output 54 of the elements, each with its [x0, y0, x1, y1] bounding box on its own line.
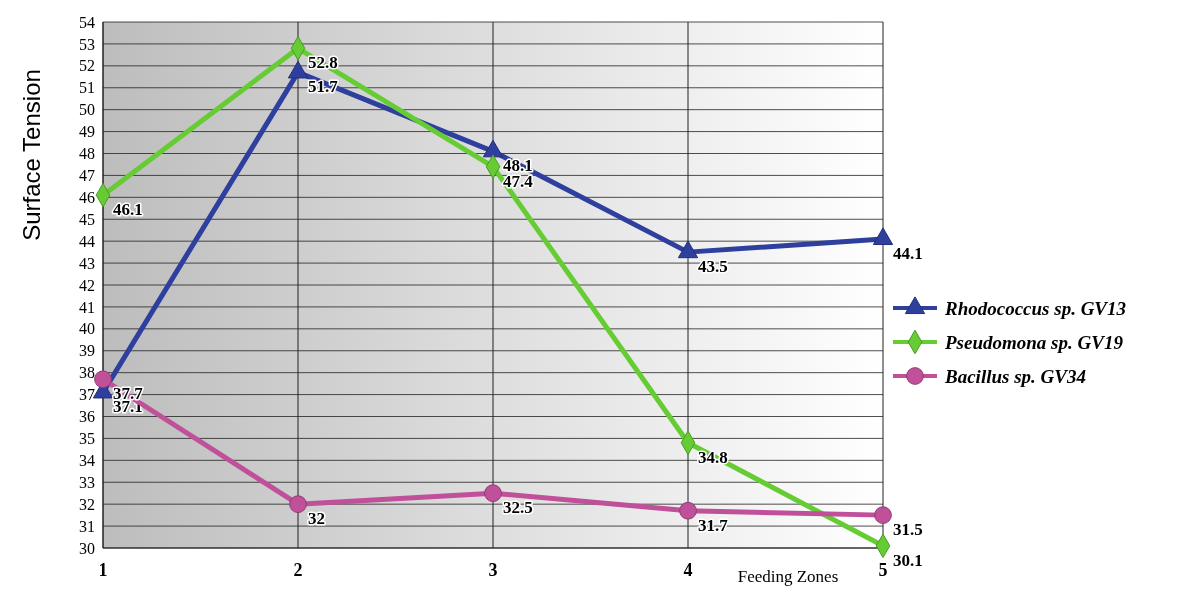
data-label: 31.7 — [698, 515, 729, 535]
y-tick-label: 35 — [79, 430, 95, 448]
data-label: 52.8 — [308, 53, 338, 73]
legend-label: Bacillus sp. GV34 — [944, 365, 1086, 387]
point — [679, 501, 697, 520]
data-label: 46.1 — [113, 200, 143, 220]
y-tick-label: 42 — [79, 276, 95, 294]
y-tick-label: 34 — [79, 451, 95, 469]
legend-label: Pseudomona sp. GV19 — [944, 331, 1124, 353]
y-tick-label: 49 — [79, 123, 95, 141]
y-tick-label: 38 — [79, 364, 95, 382]
point — [482, 139, 504, 158]
y-tick-label: 45 — [79, 210, 95, 228]
x-tick-label: 1 — [98, 560, 108, 580]
y-axis-title: Surface Tension — [18, 69, 45, 241]
y-tick-label: 40 — [79, 320, 95, 338]
point — [872, 227, 894, 246]
point — [289, 495, 307, 514]
y-tick-label: 36 — [79, 408, 95, 426]
point — [94, 370, 112, 389]
point — [677, 240, 699, 259]
x-tick-label: 2 — [293, 560, 303, 580]
y-tick-label: 47 — [79, 167, 95, 185]
y-tick-label: 52 — [79, 57, 95, 75]
data-label: 47.4 — [503, 171, 534, 191]
y-tick-label: 44 — [79, 232, 95, 250]
y-tick-label: 53 — [79, 35, 95, 53]
data-label: 32.5 — [503, 498, 533, 518]
y-tick-label: 54 — [79, 13, 95, 31]
point — [484, 484, 502, 503]
y-tick-label: 37 — [79, 386, 95, 404]
y-tick-label: 46 — [79, 188, 95, 206]
x-tick-label: 3 — [488, 560, 498, 580]
y-tick-label: 30 — [79, 539, 95, 557]
y-tick-label: 50 — [79, 101, 95, 119]
y-tick-label: 31 — [79, 517, 95, 535]
y-tick-label: 33 — [79, 473, 95, 491]
x-tick-label: 4 — [683, 560, 693, 580]
y-tick-label: 39 — [79, 342, 95, 360]
x-tick-label: 5 — [878, 560, 888, 580]
y-tick-label: 51 — [79, 79, 95, 97]
data-label: 30.1 — [893, 550, 923, 570]
data-label: 44.1 — [893, 243, 923, 263]
y-tick-label: 43 — [79, 254, 95, 272]
data-label: 43.5 — [698, 257, 728, 277]
point — [287, 60, 309, 79]
legend-label: Rhodococcus sp. GV13 — [944, 297, 1127, 319]
y-tick-label: 48 — [79, 145, 95, 163]
y-tick-label: 32 — [79, 495, 95, 513]
data-label: 32 — [308, 509, 325, 529]
x-axis-title: Feeding Zones — [737, 567, 839, 586]
y-tick-label: 41 — [79, 298, 95, 316]
data-label: 31.5 — [893, 520, 923, 540]
point — [874, 506, 892, 524]
